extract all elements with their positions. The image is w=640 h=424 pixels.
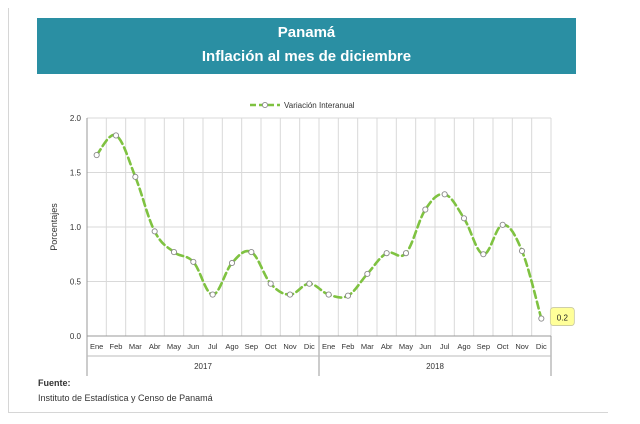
- bottom-border: [8, 412, 608, 413]
- data-point: [441, 191, 448, 198]
- value-callout-label: 0.2: [557, 314, 569, 323]
- y-tick-label: 1.5: [70, 169, 82, 178]
- x-tick-label: Ene: [322, 342, 335, 351]
- source-label: Fuente:: [38, 378, 71, 388]
- title-banner: Panamá Inflación al mes de diciembre: [37, 18, 576, 74]
- x-tick-label: Jun: [419, 342, 431, 351]
- data-point: [344, 292, 352, 299]
- data-point: [460, 215, 468, 222]
- left-border: [8, 8, 9, 412]
- data-point: [209, 291, 216, 298]
- y-tick-label: 1.0: [70, 223, 82, 232]
- source-text: Instituto de Estadística y Censo de Pana…: [38, 393, 213, 403]
- x-tick-label: Ago: [225, 342, 238, 351]
- legend-marker: [261, 101, 269, 109]
- x-tick-label: Feb: [342, 342, 355, 351]
- data-point: [170, 249, 178, 256]
- x-tick-label: Mar: [361, 342, 374, 351]
- data-point: [422, 206, 429, 213]
- data-point: [499, 221, 506, 228]
- data-point: [480, 251, 487, 258]
- x-tick-label: Dic: [304, 342, 315, 351]
- data-point: [286, 291, 294, 298]
- x-tick-label: Jul: [208, 342, 218, 351]
- x-tick-label: Mar: [129, 342, 142, 351]
- x-tick-label: Sep: [245, 342, 258, 351]
- data-point: [151, 228, 158, 235]
- x-tick-label: May: [399, 342, 413, 351]
- y-axis-label: Porcentajes: [49, 203, 59, 251]
- x-tick-label: Dic: [536, 342, 547, 351]
- x-tick-label: Jul: [440, 342, 450, 351]
- x-tick-label: Ene: [90, 342, 103, 351]
- x-tick-label: Nov: [283, 342, 297, 351]
- data-point: [364, 270, 371, 277]
- data-point: [267, 280, 274, 287]
- x-tick-label: Abr: [381, 342, 393, 351]
- data-point: [248, 249, 255, 256]
- year-label: 2017: [194, 362, 212, 371]
- data-point: [132, 173, 139, 180]
- data-point: [190, 258, 197, 265]
- data-point: [306, 280, 313, 287]
- data-point: [228, 259, 236, 267]
- x-tick-label: Abr: [149, 342, 161, 351]
- value-callout-box: [549, 307, 575, 326]
- x-tick-label: Sep: [477, 342, 490, 351]
- data-point: [518, 247, 526, 255]
- x-tick-label: May: [167, 342, 181, 351]
- y-tick-label: 0.0: [70, 332, 82, 341]
- year-label: 2018: [426, 362, 444, 371]
- data-point: [402, 250, 410, 257]
- x-tick-label: Oct: [497, 342, 510, 351]
- x-tick-label: Feb: [110, 342, 123, 351]
- data-point: [325, 291, 332, 298]
- data-point: [538, 315, 545, 322]
- x-tick-label: Jun: [187, 342, 199, 351]
- legend-label: Variación Interanual: [284, 101, 355, 110]
- data-point: [383, 250, 390, 257]
- y-tick-label: 2.0: [70, 114, 82, 123]
- chart-title-country: Panamá: [277, 24, 336, 41]
- y-tick-label: 0.5: [70, 278, 82, 287]
- chart-title: Inflación al mes de diciembre: [201, 48, 412, 65]
- data-point: [93, 152, 100, 159]
- x-tick-label: Oct: [265, 342, 278, 351]
- x-tick-label: Nov: [515, 342, 529, 351]
- data-point: [112, 132, 120, 139]
- x-tick-label: Ago: [457, 342, 470, 351]
